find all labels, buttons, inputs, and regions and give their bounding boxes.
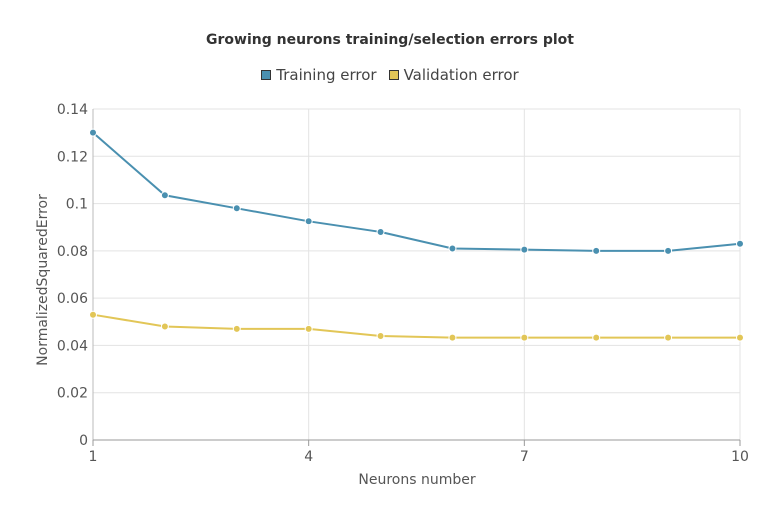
legend: Training error Validation error [0, 66, 780, 84]
data-point-training [89, 128, 97, 137]
data-point-validation [448, 333, 457, 342]
y-tick-label: 0.14 [57, 102, 88, 118]
data-point-training [232, 204, 241, 213]
data-point-validation [592, 333, 601, 342]
grid [92, 108, 741, 441]
chart-title: Growing neurons training/selection error… [206, 32, 574, 48]
x-tick-label: 10 [731, 449, 749, 465]
data-point-validation [304, 324, 313, 333]
data-point-validation [232, 324, 241, 333]
series-layer [89, 128, 744, 342]
legend-item-training[interactable]: Training error [261, 66, 377, 84]
legend-label-training: Training error [276, 66, 377, 84]
y-tick-label: 0.06 [57, 291, 88, 307]
y-tick-label: 0 [79, 433, 88, 449]
series-line-validation [92, 313, 740, 339]
x-tick-label: 4 [304, 449, 313, 465]
data-point-validation [376, 331, 385, 340]
legend-label-validation: Validation error [403, 66, 519, 84]
data-point-training [664, 246, 673, 255]
series-line-training [92, 131, 741, 252]
y-tick-label: 0.08 [57, 244, 88, 260]
data-point-training [736, 239, 744, 248]
data-point-validation [89, 310, 97, 319]
data-point-training [592, 246, 601, 255]
x-tick-label: 7 [520, 449, 529, 465]
legend-swatch-validation [388, 70, 399, 80]
data-point-validation [664, 333, 673, 342]
data-point-training [304, 217, 313, 226]
data-point-validation [736, 333, 744, 342]
legend-item-validation[interactable]: Validation error [388, 66, 519, 84]
data-point-training [160, 191, 169, 200]
y-tick-label: 0.04 [57, 338, 88, 354]
data-point-training [520, 245, 529, 254]
data-point-validation [520, 333, 529, 342]
data-point-training [376, 227, 385, 236]
y-tick-label: 0.02 [57, 386, 88, 402]
legend-swatch-training [261, 70, 272, 80]
x-tick-label: 1 [89, 449, 98, 465]
data-point-training [448, 244, 457, 253]
axes: 0 0.02 0.04 0.06 0.08 0.1 0.12 0.14 1 4 7 10 [57, 102, 749, 465]
y-tick-label: 0.12 [57, 149, 88, 165]
y-tick-label: 0.1 [66, 197, 88, 213]
data-point-validation [160, 322, 169, 331]
y-axis-title: NormalizedSquaredError [35, 194, 51, 366]
x-axis-title: Neurons number [358, 472, 475, 488]
